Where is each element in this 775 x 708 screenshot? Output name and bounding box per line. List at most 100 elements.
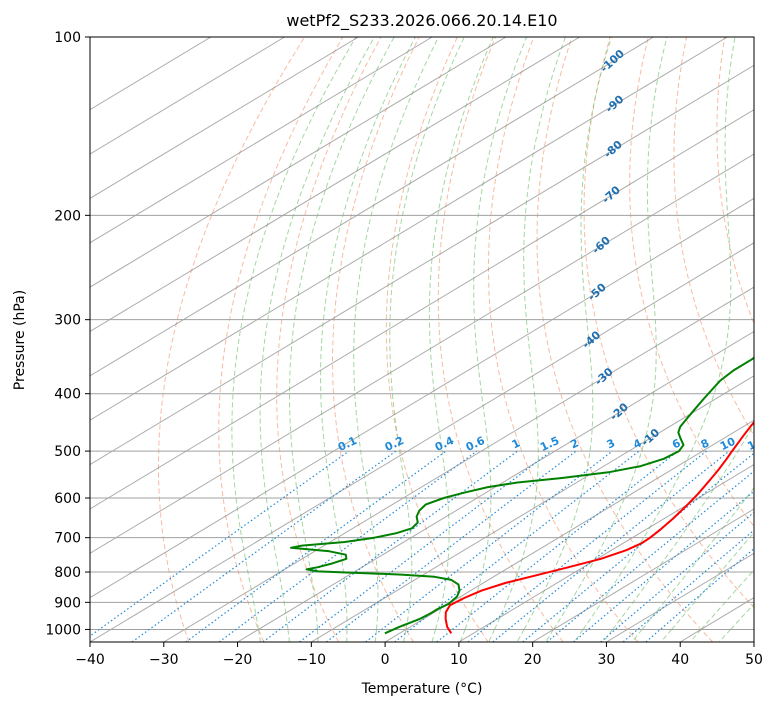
x-tick-label: 50 <box>745 652 763 668</box>
moist-adiabat-line <box>259 37 375 630</box>
moist-adiabat-line <box>494 37 566 630</box>
dry-adiabat-line <box>276 37 382 642</box>
dry-adiabat-line <box>629 37 754 528</box>
moist-adiabat-line <box>459 629 466 642</box>
y-tick-label: 800 <box>54 565 81 581</box>
y-tick-label: 500 <box>54 444 81 460</box>
x-tick-label: 30 <box>598 652 616 668</box>
moist-adiabat-line <box>718 629 731 642</box>
y-tick-label: 700 <box>54 531 81 547</box>
isotherm-line <box>458 463 754 642</box>
moist-adiabat-line <box>516 629 525 642</box>
dry-adiabat-line <box>158 37 306 642</box>
isotherm-line <box>532 508 754 642</box>
mixing-ratio-line <box>299 450 552 642</box>
plot-frame <box>89 36 755 643</box>
y-tick-label: 300 <box>54 313 81 329</box>
y-tick-label: 400 <box>54 387 81 403</box>
y-axis-title: Pressure (hPa) <box>12 290 28 390</box>
isotherm-line <box>90 109 754 510</box>
moist-adiabat-line <box>317 629 319 642</box>
x-tick-label: −10 <box>297 652 327 668</box>
dry-adiabat-line <box>218 37 344 642</box>
moist-adiabat-line <box>612 423 754 630</box>
mixing-ratio-line <box>185 450 447 642</box>
x-tick-label: −20 <box>223 652 253 668</box>
dewpoint-profile-line <box>290 356 754 635</box>
y-tick-label: 600 <box>54 491 81 507</box>
moist-adiabat-line <box>257 629 261 642</box>
isotherm-line <box>90 37 654 377</box>
mixing-ratio-line <box>573 490 754 642</box>
moist-adiabat-line <box>545 629 554 642</box>
y-tick-label: 1000 <box>45 622 81 638</box>
x-tick-label: −30 <box>149 652 179 668</box>
moist-adiabat-line <box>660 629 672 642</box>
mixing-ratio-line <box>522 452 754 642</box>
isotherm-line <box>90 37 507 288</box>
moist-adiabat-line <box>319 37 416 630</box>
moist-adiabat-line <box>287 629 290 642</box>
mixing-ratio-line <box>436 450 679 642</box>
axes: −40 −30 −20 −10 0 10 20 30 40 50 100 200 300 400 500 60… <box>45 30 763 668</box>
moist-adiabat-line <box>464 37 528 630</box>
mixing-ratio-line <box>467 450 707 642</box>
moist-adiabat-line <box>573 629 584 642</box>
dry-adiabat-line <box>583 37 754 609</box>
isotherm-line <box>90 37 433 244</box>
moist-adiabat-line <box>431 629 436 642</box>
y-tick-label: 200 <box>54 208 81 224</box>
moist-adiabat-line <box>289 37 395 630</box>
moist-adiabat-line <box>403 629 407 642</box>
moist-adiabat-line <box>389 37 465 630</box>
moist-adiabat-line <box>231 37 357 630</box>
isotherm-line <box>311 375 754 642</box>
isotherm-line <box>384 419 754 642</box>
isotherm-line <box>90 242 754 642</box>
moist-adiabat-line <box>553 37 668 630</box>
mixing-ratio-line <box>600 511 754 642</box>
isotherm-line <box>90 37 285 155</box>
isotherm-line <box>90 37 728 421</box>
x-tick-label: 0 <box>381 652 390 668</box>
isotherm-line <box>163 286 754 642</box>
y-tick-label: 100 <box>54 30 81 46</box>
x-tick-label: 10 <box>450 652 468 668</box>
dry-adiabat-line <box>437 37 564 642</box>
mixing-ratio-line <box>492 450 730 642</box>
x-axis-title: Temperature (°C) <box>361 681 483 697</box>
mixing-ratio-label: 13 <box>745 435 764 453</box>
moist-adiabat-line <box>353 37 439 630</box>
isotherm-line <box>90 64 754 466</box>
y-tick-label: 900 <box>54 595 81 611</box>
isotherm-line <box>90 197 754 599</box>
mixing-ratio-line <box>131 450 397 642</box>
isotherm-line <box>90 37 580 333</box>
x-tick-label: −40 <box>75 652 105 668</box>
moist-adiabat-line <box>689 629 702 642</box>
moist-adiabat-line <box>602 629 613 642</box>
dry-adiabat-line <box>488 37 639 642</box>
isotherm-line <box>237 330 754 642</box>
x-tick-label: 40 <box>671 652 689 668</box>
mixing-ratio-line <box>90 450 350 637</box>
moist-adiabat-line <box>374 629 377 642</box>
background-lines <box>90 37 754 642</box>
dry-adiabat-line <box>716 37 754 325</box>
profile-series <box>290 356 754 635</box>
chart-title: wetPf2_S233.2026.066.20.14.E10 <box>286 11 557 31</box>
isotherm-line <box>90 153 754 554</box>
temperature-profile-line <box>444 420 754 634</box>
x-tick-label: 20 <box>524 652 542 668</box>
plot-background <box>90 37 754 642</box>
moist-adiabat-line <box>631 629 643 642</box>
moist-adiabat-line <box>428 37 494 630</box>
moist-adiabat-line <box>488 629 495 642</box>
mixing-ratio-line <box>326 450 577 642</box>
mixing-ratio-line <box>546 470 754 642</box>
mixing-ratio-line <box>365 450 613 642</box>
moist-adiabat-line <box>523 37 612 630</box>
isotherm-line <box>90 37 359 199</box>
